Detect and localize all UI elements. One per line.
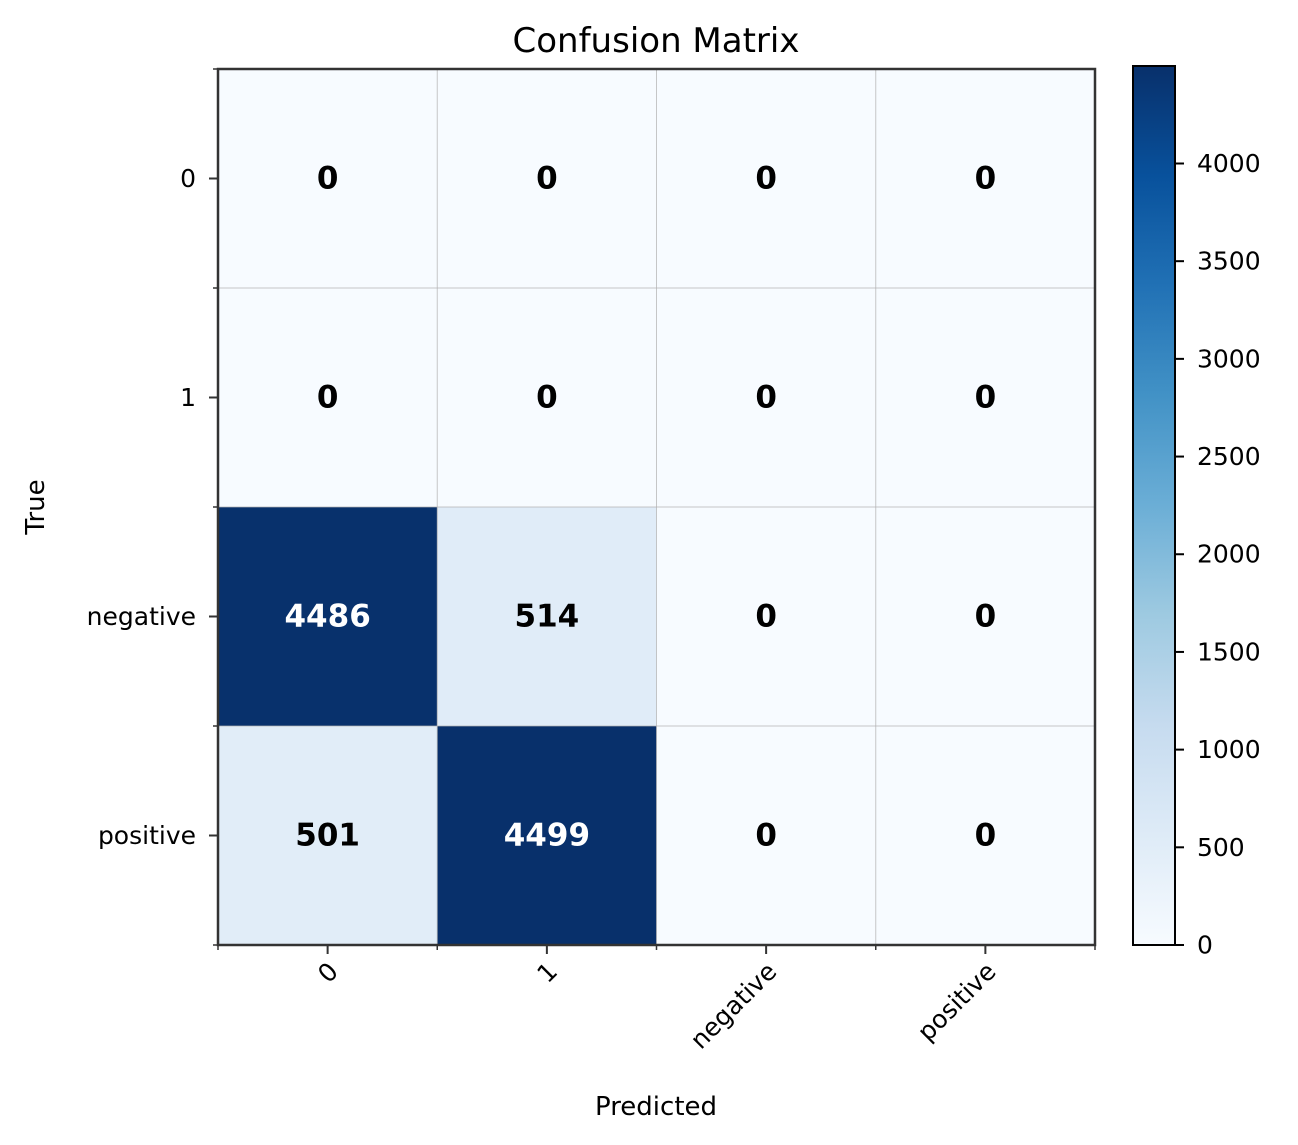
cell-value-labels: 0 0 0 0 0 0 0 0 4486 514 0 0 501 4499 0 0 <box>284 161 996 854</box>
colorbar-tick-label: 3500 <box>1197 247 1261 276</box>
cell-value-label: 4486 <box>284 599 370 635</box>
heatmap-cells <box>218 69 1095 945</box>
cell-value-label: 0 <box>536 380 558 416</box>
chart-title: Confusion Matrix <box>513 21 800 61</box>
colorbar <box>1132 65 1176 946</box>
cell-value-label: 0 <box>317 161 339 197</box>
cell-value-label: 4499 <box>504 818 590 854</box>
y-tick-label: negative <box>87 602 196 631</box>
colorbar-tick-label: 1000 <box>1197 735 1261 764</box>
cell-value-label: 0 <box>975 161 997 197</box>
heatmap-cell <box>218 507 438 726</box>
cell-value-label: 0 <box>755 380 777 416</box>
heatmap-cell <box>218 288 438 507</box>
y-tick-label: 0 <box>180 164 196 193</box>
cell-value-label: 0 <box>317 380 339 416</box>
heatmap-cell <box>437 507 657 726</box>
cell-value-label: 0 <box>755 161 777 197</box>
heatmap-cell <box>437 69 657 288</box>
colorbar-tick-label: 2500 <box>1197 442 1261 471</box>
colorbar-tick-label: 1500 <box>1197 637 1261 666</box>
cell-value-label: 0 <box>755 599 777 635</box>
cell-value-label: 0 <box>975 380 997 416</box>
colorbar-tick-label: 2000 <box>1197 540 1261 569</box>
cell-value-label: 514 <box>515 599 580 635</box>
y-axis-label: True <box>21 479 51 535</box>
heatmap-cell <box>218 69 438 288</box>
colorbar-tick-label: 0 <box>1197 931 1213 960</box>
x-tick-label: positive <box>912 957 1002 1047</box>
x-axis-label: Predicted <box>595 1092 717 1122</box>
colorbar-tick-label: 4000 <box>1197 149 1261 178</box>
cell-value-label: 0 <box>975 818 997 854</box>
heatmap-cell <box>218 726 438 945</box>
heatmap-cell <box>656 507 876 726</box>
gridlines <box>218 69 1095 945</box>
heatmap-cell <box>875 69 1095 288</box>
colorbar-tick-label: 3000 <box>1197 344 1261 373</box>
y-tick-label: positive <box>98 821 196 850</box>
x-tick-label: 0 <box>312 957 344 989</box>
heatmap-cell <box>656 69 876 288</box>
x-tick-label: negative <box>685 957 783 1055</box>
heatmap-cell <box>875 507 1095 726</box>
cell-value-label: 501 <box>295 818 360 854</box>
cell-value-label: 0 <box>755 818 777 854</box>
heatmap-cell <box>875 726 1095 945</box>
heatmap-cell <box>656 288 876 507</box>
heatmap-cell <box>875 288 1095 507</box>
y-tick-label: 1 <box>180 383 196 412</box>
y-axis-ticks: 0 1 negative positive <box>87 68 218 946</box>
cell-value-label: 0 <box>975 599 997 635</box>
heatmap-cell <box>656 726 876 945</box>
colorbar-ticks: 0 500 1000 1500 2000 2500 3000 3500 4000 <box>1175 149 1261 960</box>
x-tick-label: 1 <box>531 957 563 989</box>
cell-value-label: 0 <box>536 161 558 197</box>
heatmap-cell <box>437 726 657 945</box>
colorbar-tick-label: 500 <box>1197 833 1245 862</box>
heatmap-cell <box>437 288 657 507</box>
x-axis-ticks: 0 1 negative positive <box>217 945 1096 1055</box>
